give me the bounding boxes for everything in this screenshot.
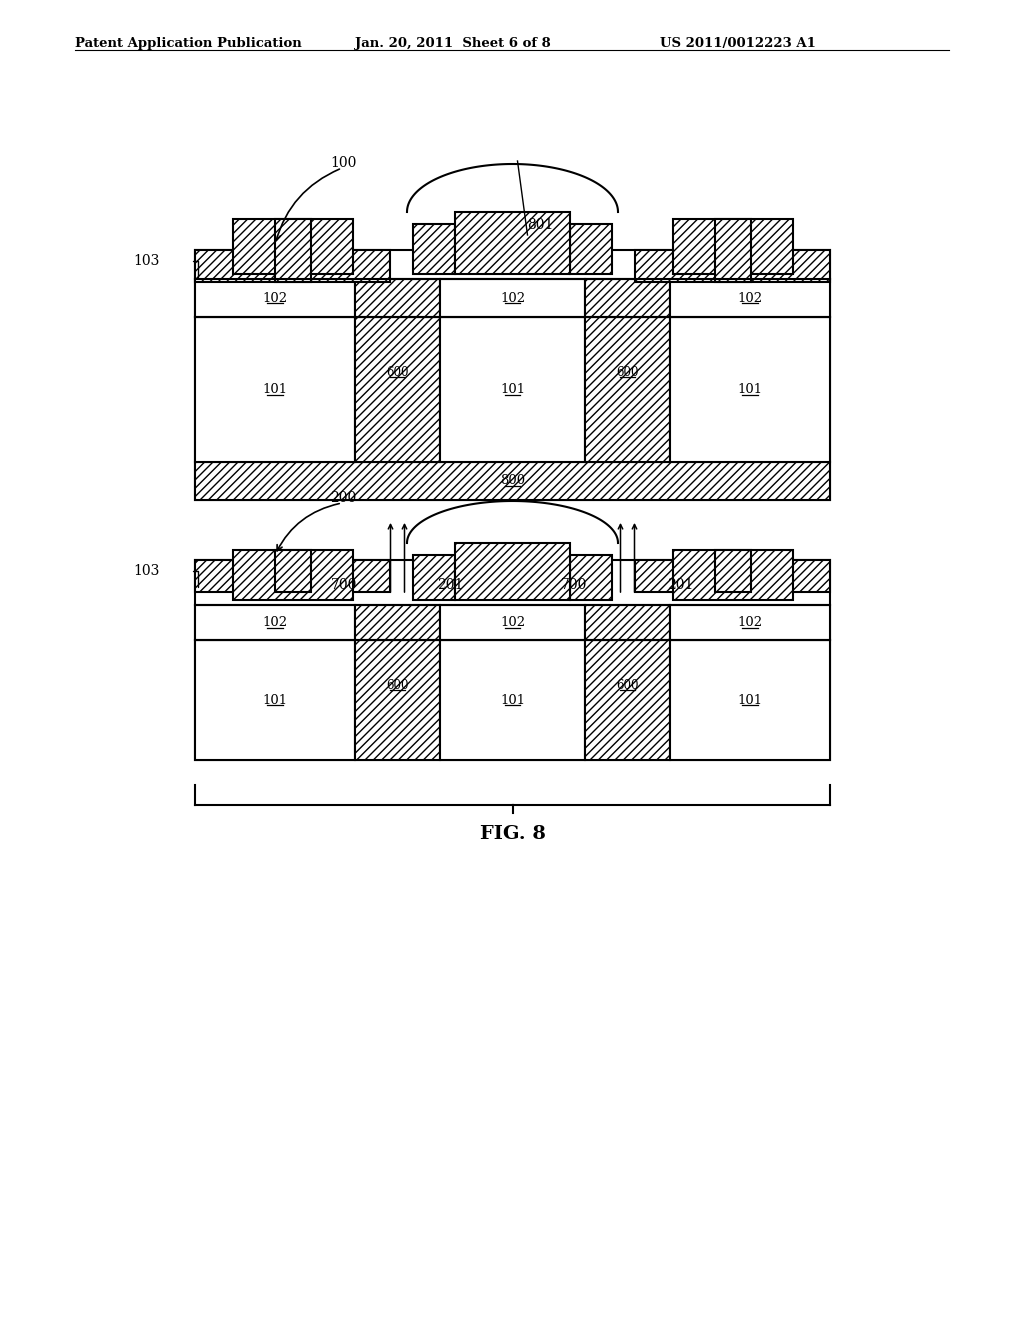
- Text: 101: 101: [500, 693, 525, 706]
- Bar: [570, 554, 612, 601]
- Text: 201: 201: [437, 578, 464, 591]
- Text: 600: 600: [616, 678, 639, 692]
- Bar: [413, 224, 455, 275]
- Bar: [195, 249, 390, 282]
- Bar: [670, 279, 830, 317]
- Text: 801: 801: [527, 218, 554, 232]
- Bar: [195, 279, 355, 317]
- Bar: [195, 640, 355, 760]
- Text: 700: 700: [331, 578, 357, 591]
- Text: 201: 201: [668, 578, 694, 591]
- Bar: [670, 605, 830, 640]
- Bar: [673, 550, 793, 601]
- Bar: [673, 219, 793, 275]
- Text: US 2011/0012223 A1: US 2011/0012223 A1: [660, 37, 816, 50]
- Bar: [715, 550, 751, 591]
- Text: 600: 600: [386, 366, 409, 379]
- Text: 102: 102: [737, 292, 763, 305]
- Text: 700: 700: [561, 578, 588, 591]
- Text: 101: 101: [737, 383, 763, 396]
- Text: 800: 800: [500, 474, 525, 487]
- Text: 103: 103: [133, 253, 160, 268]
- Bar: [570, 224, 612, 275]
- Bar: [274, 550, 310, 591]
- Bar: [195, 560, 830, 760]
- Text: Patent Application Publication: Patent Application Publication: [75, 37, 302, 50]
- Text: Jan. 20, 2011  Sheet 6 of 8: Jan. 20, 2011 Sheet 6 of 8: [355, 37, 551, 50]
- Text: 102: 102: [262, 292, 288, 305]
- Text: 100: 100: [330, 156, 356, 170]
- Bar: [440, 279, 585, 317]
- Bar: [670, 317, 830, 462]
- Bar: [585, 605, 670, 640]
- Text: 101: 101: [262, 693, 288, 706]
- Bar: [274, 219, 310, 282]
- Bar: [635, 249, 830, 282]
- Bar: [585, 317, 670, 462]
- Bar: [440, 640, 585, 760]
- Bar: [355, 640, 440, 760]
- Bar: [355, 605, 440, 640]
- Bar: [232, 550, 352, 601]
- Text: 103: 103: [133, 564, 160, 578]
- Bar: [670, 640, 830, 760]
- Text: 101: 101: [262, 383, 288, 396]
- Text: 200: 200: [330, 491, 356, 506]
- Bar: [440, 317, 585, 462]
- Bar: [413, 554, 455, 601]
- Bar: [355, 279, 440, 317]
- Bar: [715, 219, 751, 282]
- Text: 600: 600: [616, 366, 639, 379]
- Bar: [635, 560, 830, 591]
- Text: 101: 101: [500, 383, 525, 396]
- Bar: [355, 317, 440, 462]
- Bar: [195, 560, 390, 591]
- Bar: [585, 640, 670, 760]
- Text: 600: 600: [386, 678, 409, 692]
- Bar: [195, 605, 355, 640]
- Bar: [195, 462, 830, 500]
- Bar: [232, 219, 352, 275]
- Text: 102: 102: [500, 616, 525, 630]
- Text: 102: 102: [262, 616, 288, 630]
- Bar: [585, 279, 670, 317]
- Text: FIG. 8: FIG. 8: [479, 825, 546, 843]
- Bar: [455, 213, 570, 275]
- Bar: [195, 249, 830, 500]
- Text: 102: 102: [500, 292, 525, 305]
- Bar: [455, 543, 570, 601]
- Bar: [195, 317, 355, 462]
- Text: 102: 102: [737, 616, 763, 630]
- Bar: [440, 605, 585, 640]
- Text: 101: 101: [737, 693, 763, 706]
